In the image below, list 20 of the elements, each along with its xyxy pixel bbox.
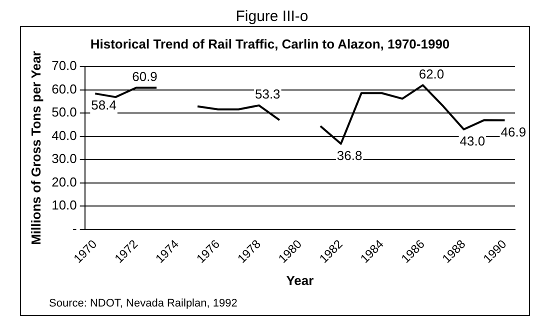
data-label: 43.0 (460, 133, 486, 148)
data-label: 60.9 (132, 68, 158, 84)
y-tick-label: 70.0 (52, 58, 77, 74)
chart-subtitle: Historical Trend of Rail Traffic, Carlin to Alazon, 1970-1990 (90, 36, 450, 52)
source-note: Source: NDOT, Nevada Railplan, 1992 (49, 298, 238, 310)
y-tick-label: 30.0 (52, 151, 77, 166)
data-label: 62.0 (418, 66, 444, 82)
data-label: 58.4 (91, 98, 116, 113)
y-tick-label: 60.0 (52, 81, 77, 96)
data-label: 36.8 (336, 148, 362, 163)
x-axis-title: Year (286, 272, 314, 288)
y-tick-label: 50.0 (52, 104, 77, 120)
y-tick-label: 40.0 (52, 128, 77, 143)
y-tick-label: - (72, 220, 77, 236)
chart-title: Figure III-o (234, 8, 310, 26)
data-label: 46.9 (500, 124, 526, 140)
y-tick-label: 10.0 (52, 198, 77, 213)
y-axis-title: Millions of Gross Tons per Year (28, 51, 44, 245)
data-label: 53.3 (254, 86, 280, 102)
y-tick-label: 20.0 (52, 174, 77, 190)
